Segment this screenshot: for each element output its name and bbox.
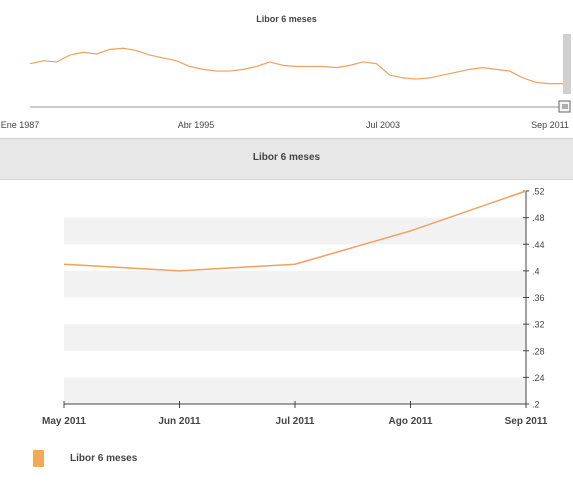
x-tick-label: Sep 2011 bbox=[505, 416, 548, 427]
grip-icon bbox=[562, 104, 568, 109]
y-tick-label: .48 bbox=[532, 213, 545, 223]
grid-band bbox=[64, 270, 526, 298]
legend-swatch bbox=[33, 450, 44, 467]
chart-title: Libor 6 meses bbox=[252, 152, 321, 163]
grid-band bbox=[64, 324, 526, 351]
y-tick-label: .2 bbox=[532, 400, 540, 410]
grid-band bbox=[64, 377, 526, 404]
series-line bbox=[63, 190, 527, 272]
navigator-panel[interactable]: Libor 6 meses Ene 1987 Abr 1995 Jul 2003… bbox=[0, 0, 573, 135]
navigator-range-shade[interactable] bbox=[563, 34, 571, 94]
grid-band bbox=[64, 217, 526, 245]
legend[interactable]: Libor 6 meses bbox=[33, 450, 137, 467]
y-tick-label: .52 bbox=[532, 187, 545, 197]
legend-label: Libor 6 meses bbox=[70, 453, 138, 464]
chart-header: Libor 6 meses bbox=[0, 138, 573, 180]
x-tick-label: Jul 2011 bbox=[276, 416, 315, 427]
x-tick-label: Jun 2011 bbox=[158, 416, 201, 427]
x-tick-label: May 2011 bbox=[42, 416, 86, 427]
main-chart[interactable]: .2 .24 .28 .32 .36 .4 .44 .48 .52 May 2011 Jun 201… bbox=[0, 178, 573, 448]
y-tick-label: .28 bbox=[532, 346, 545, 356]
x-tick-label: Ago 2011 bbox=[389, 416, 433, 427]
y-tick-label: .32 bbox=[532, 320, 545, 330]
navigator-chart[interactable]: Ene 1987 Abr 1995 Jul 2003 Sep 2011 bbox=[0, 0, 573, 135]
navigator-x-label: Ene 1987 bbox=[1, 120, 40, 130]
navigator-x-label: Abr 1995 bbox=[178, 120, 215, 130]
navigator-x-label: Sep 2011 bbox=[531, 120, 569, 130]
y-tick-label: .36 bbox=[532, 293, 545, 303]
navigator-x-label: Jul 2003 bbox=[366, 120, 400, 130]
y-tick-label: .44 bbox=[532, 240, 545, 250]
y-tick-label: .24 bbox=[532, 373, 545, 383]
y-tick-label: .4 bbox=[532, 266, 540, 276]
navigator-title: Libor 6 meses bbox=[256, 14, 317, 24]
navigator-series-line bbox=[29, 47, 563, 85]
